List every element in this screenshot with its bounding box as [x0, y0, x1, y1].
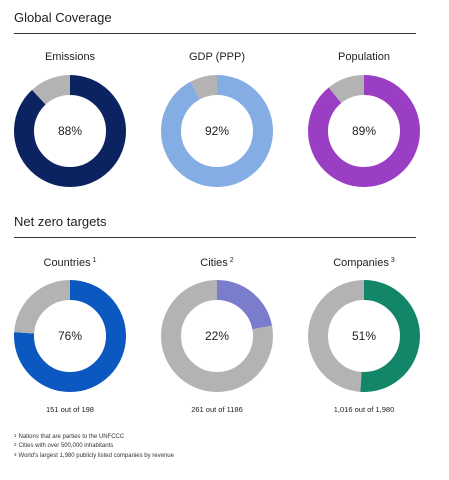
donut-chart: 88%: [14, 75, 126, 187]
footnote-marker: 3: [390, 257, 395, 264]
donut-segment-remainder: [161, 280, 273, 392]
chart-title-text: Cities: [200, 257, 228, 269]
footnote-item: 2 Cities with over 500,000 inhabitants: [14, 442, 114, 450]
donut-chart: 89%: [308, 75, 420, 187]
footnote-marker: 1: [92, 257, 97, 264]
chart-caption: 1,016 out of 1,980: [333, 405, 395, 414]
footnote-item: 1 Nations that are parties to the UNFCCC: [14, 433, 125, 440]
donut-center-label: 89%: [352, 124, 376, 138]
donut-segment-remainder: [308, 280, 420, 392]
chart-title: Countries 1: [10, 257, 130, 269]
section-title-global-coverage: Global Coverage: [14, 10, 112, 25]
chart-title-text: Countries: [43, 257, 91, 269]
section-divider: [14, 237, 416, 238]
footnote-marker: 2: [229, 257, 234, 264]
chart-title-text: Companies: [333, 257, 389, 269]
chart-title-text: GDP (PPP): [188, 51, 246, 63]
chart-title: Emissions: [10, 51, 130, 63]
donut-segment-value: [14, 280, 126, 392]
donut-center-label: 22%: [205, 329, 229, 343]
chart-title: Companies 3: [304, 257, 424, 269]
chart-caption: 261 out of 1186: [191, 405, 243, 414]
section-divider: [14, 33, 416, 34]
footnote-item: 3 World's largest 1,980 publicly listed c…: [14, 451, 174, 459]
chart-title: Population: [304, 51, 424, 63]
chart-title: Cities 2: [157, 257, 277, 269]
donut-chart: 51%: [308, 280, 420, 392]
section-title-net-zero-targets: Net zero targets: [14, 214, 107, 229]
donut-chart: 92%: [161, 75, 273, 187]
donut-segment-remainder: [308, 75, 420, 187]
chart-title: GDP (PPP): [157, 51, 277, 63]
chart-title-text: Emissions: [44, 51, 96, 63]
donut-segment-remainder: [161, 75, 273, 187]
donut-center-label: 51%: [352, 329, 376, 343]
chart-caption: 151 out of 198: [46, 405, 94, 414]
donut-center-label: 88%: [58, 124, 82, 138]
donut-center-label: 76%: [58, 329, 82, 343]
donut-segment-remainder: [14, 75, 126, 187]
footnotes: 1 Nations that are parties to the UNFCCC …: [14, 432, 174, 460]
donut-chart: 76%: [14, 280, 126, 392]
donut-center-label: 92%: [205, 124, 229, 138]
donut-chart: 22%: [161, 280, 273, 392]
chart-title-text: Population: [338, 51, 390, 63]
